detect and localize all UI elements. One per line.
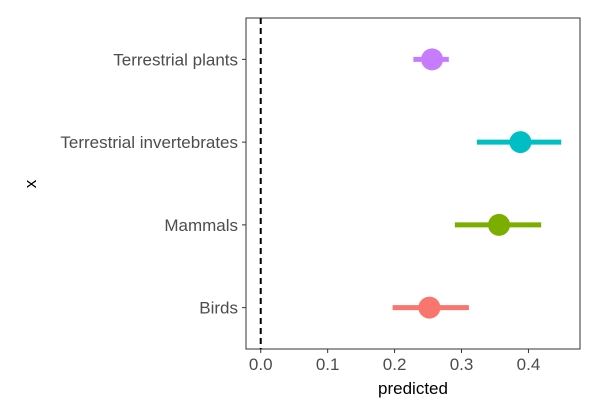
point-terrestrial-invertebrates	[509, 131, 532, 154]
point-terrestrial-plants	[421, 48, 444, 71]
y-tick-label: Birds	[199, 299, 238, 318]
x-tick-label: 0.3	[450, 355, 474, 374]
x-tick-label: 0.2	[383, 355, 407, 374]
panel-border	[245, 17, 581, 350]
y-tick-label: Mammals	[164, 216, 238, 235]
y-axis-title: x	[21, 179, 40, 188]
y-axis: Birds Mammals Terrestrial invertebrates Ter…	[60, 50, 246, 318]
x-axis-title: predicted	[378, 379, 448, 398]
x-axis: 0.0 0.1 0.2 0.3 0.4	[249, 349, 540, 374]
point-mammals	[488, 213, 511, 236]
x-tick-label: 0.0	[249, 355, 273, 374]
point-birds	[418, 296, 441, 319]
x-tick-label: 0.1	[316, 355, 340, 374]
x-tick-label: 0.4	[517, 355, 541, 374]
y-tick-label: Terrestrial plants	[113, 50, 238, 69]
plot-panel	[259, 18, 562, 349]
y-tick-label: Terrestrial invertebrates	[60, 133, 238, 152]
